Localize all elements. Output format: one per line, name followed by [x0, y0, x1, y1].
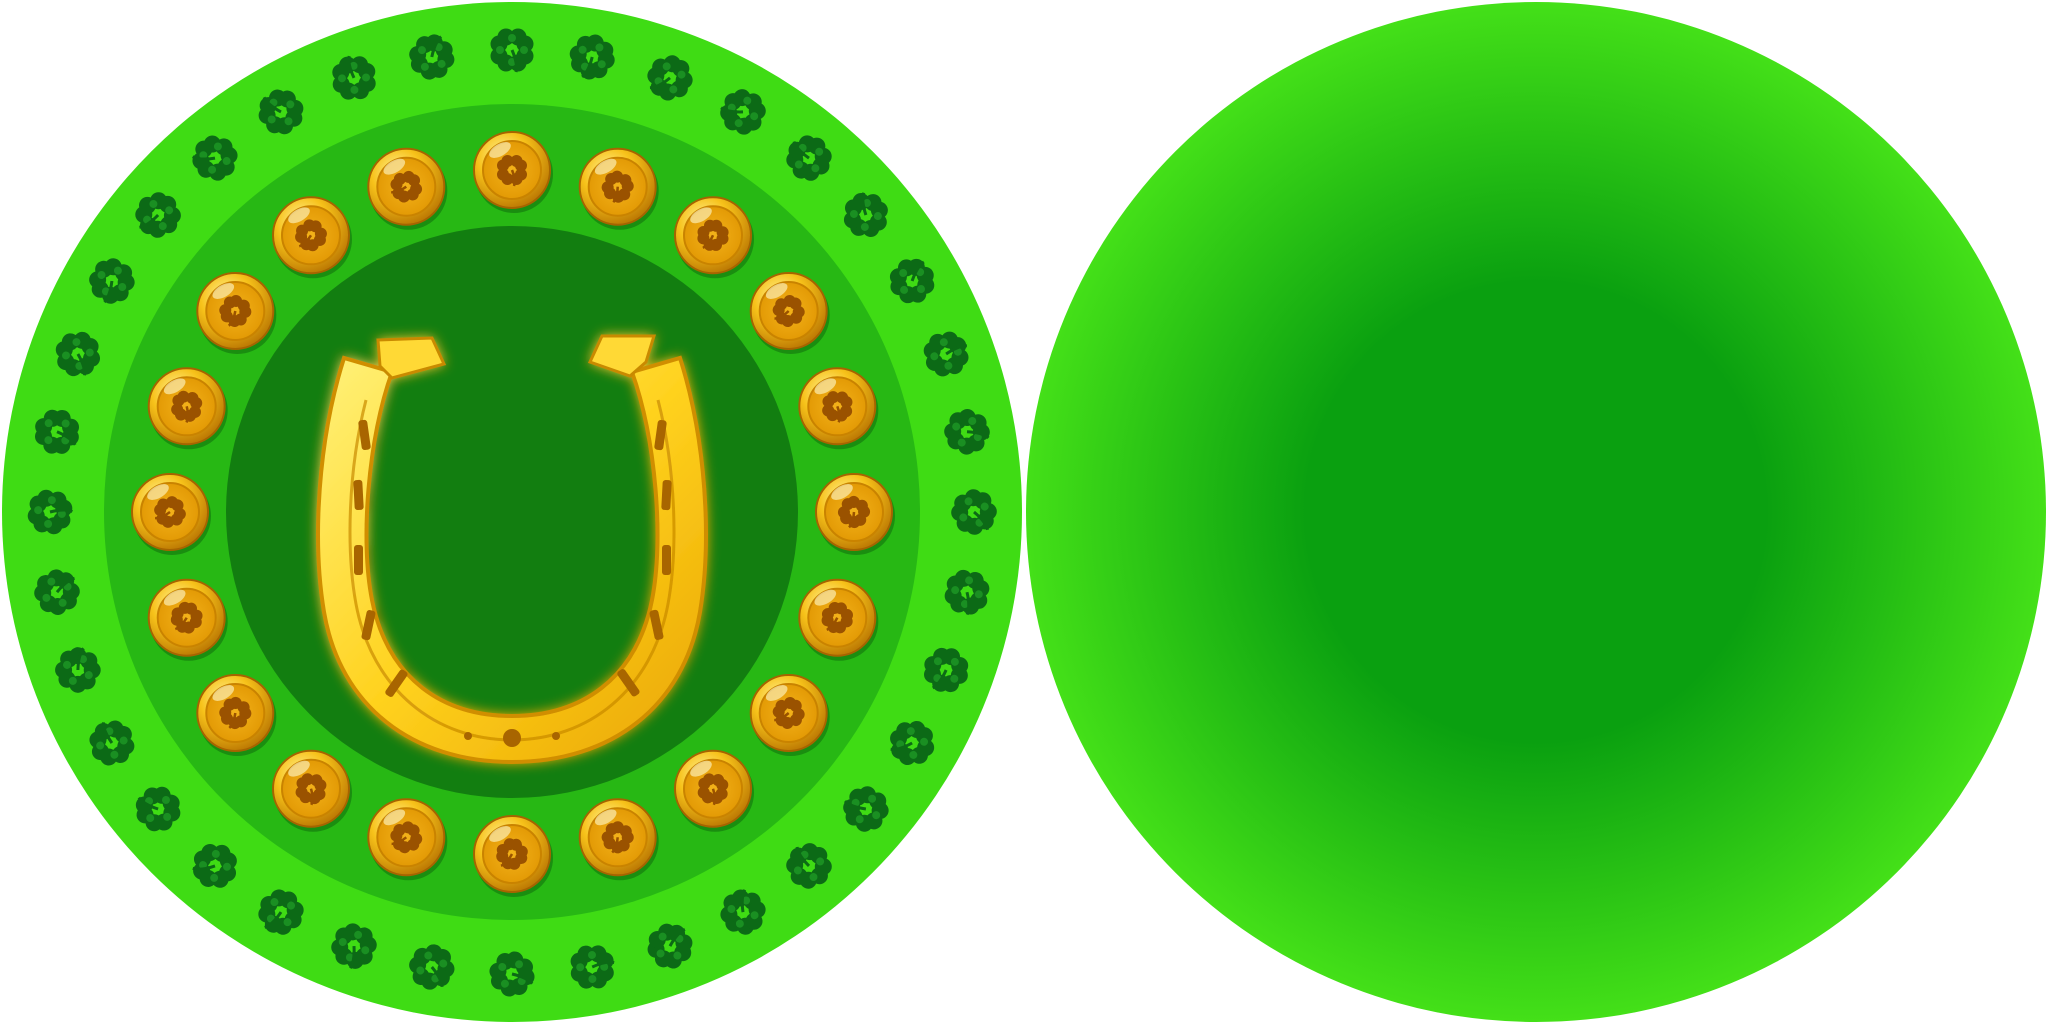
plain-green-coin-back	[1026, 2, 2046, 1022]
gold-clover-coin-icon	[473, 815, 553, 897]
clover-icon	[786, 135, 832, 181]
gold-clover-coin-icon	[272, 749, 352, 832]
clover-icon	[55, 647, 101, 693]
clover-icon	[489, 951, 535, 997]
gold-clover-coin-icon	[674, 196, 754, 279]
clover-icon	[409, 944, 455, 990]
clover-icon	[720, 889, 766, 935]
clover-icon	[89, 720, 135, 766]
clover-icon	[331, 923, 377, 969]
gold-clover-coin-icon	[798, 367, 879, 450]
gold-clover-coin-icon	[578, 147, 659, 230]
gold-clover-coin-icon	[196, 272, 277, 354]
gold-clover-coin-icon	[815, 473, 895, 555]
outer-clover-ring	[27, 28, 997, 997]
clover-icon	[34, 569, 80, 615]
clover-icon	[27, 489, 73, 535]
clover-icon	[89, 258, 135, 304]
clover-icon	[191, 135, 238, 181]
gold-clover-coin-icon	[674, 749, 754, 832]
clover-icon	[647, 923, 693, 969]
clover-icon	[34, 409, 80, 454]
clover-icon	[786, 843, 832, 889]
gold-clover-coin-icon	[367, 147, 448, 230]
clover-icon	[135, 786, 181, 832]
gold-clover-coin-icon	[272, 196, 352, 279]
gold-clover-coin-icon	[749, 272, 830, 354]
lucky-horseshoe-coin	[2, 2, 1022, 1022]
clover-icon	[490, 28, 534, 73]
gold-clover-coin-icon	[147, 367, 228, 450]
gold-clover-coin-icon	[578, 798, 659, 881]
horseshoe-icon	[316, 334, 708, 765]
clover-icon	[192, 844, 237, 888]
clover-icon	[944, 569, 990, 616]
clover-icon	[569, 34, 615, 80]
clover-icon	[924, 647, 969, 693]
gold-clover-coin-icon	[798, 578, 879, 661]
clover-icon	[570, 945, 615, 989]
clover-icon	[720, 89, 766, 135]
clover-icon	[55, 331, 101, 377]
clover-icon	[258, 89, 304, 135]
clover-icon	[647, 55, 693, 101]
clover-icon	[258, 889, 304, 935]
gold-coin-ring	[131, 131, 895, 897]
gold-clover-coin-icon	[367, 798, 448, 881]
clover-icon	[944, 408, 990, 455]
gold-clover-coin-icon	[147, 578, 228, 661]
clover-icon	[890, 720, 935, 766]
clover-icon	[843, 786, 889, 832]
gold-clover-coin-icon	[473, 131, 553, 213]
clover-icon	[843, 192, 888, 237]
clover-icon	[332, 55, 376, 100]
clover-icon	[923, 331, 969, 377]
gold-clover-coin-icon	[131, 473, 211, 555]
clover-icon	[889, 258, 935, 304]
clover-icon	[409, 34, 455, 80]
gold-clover-coin-icon	[749, 674, 830, 756]
gold-clover-coin-icon	[196, 674, 277, 756]
coin-center	[226, 226, 798, 798]
clover-icon	[135, 192, 181, 238]
clover-icon	[951, 489, 997, 535]
coin-back-face	[1026, 2, 2046, 1022]
